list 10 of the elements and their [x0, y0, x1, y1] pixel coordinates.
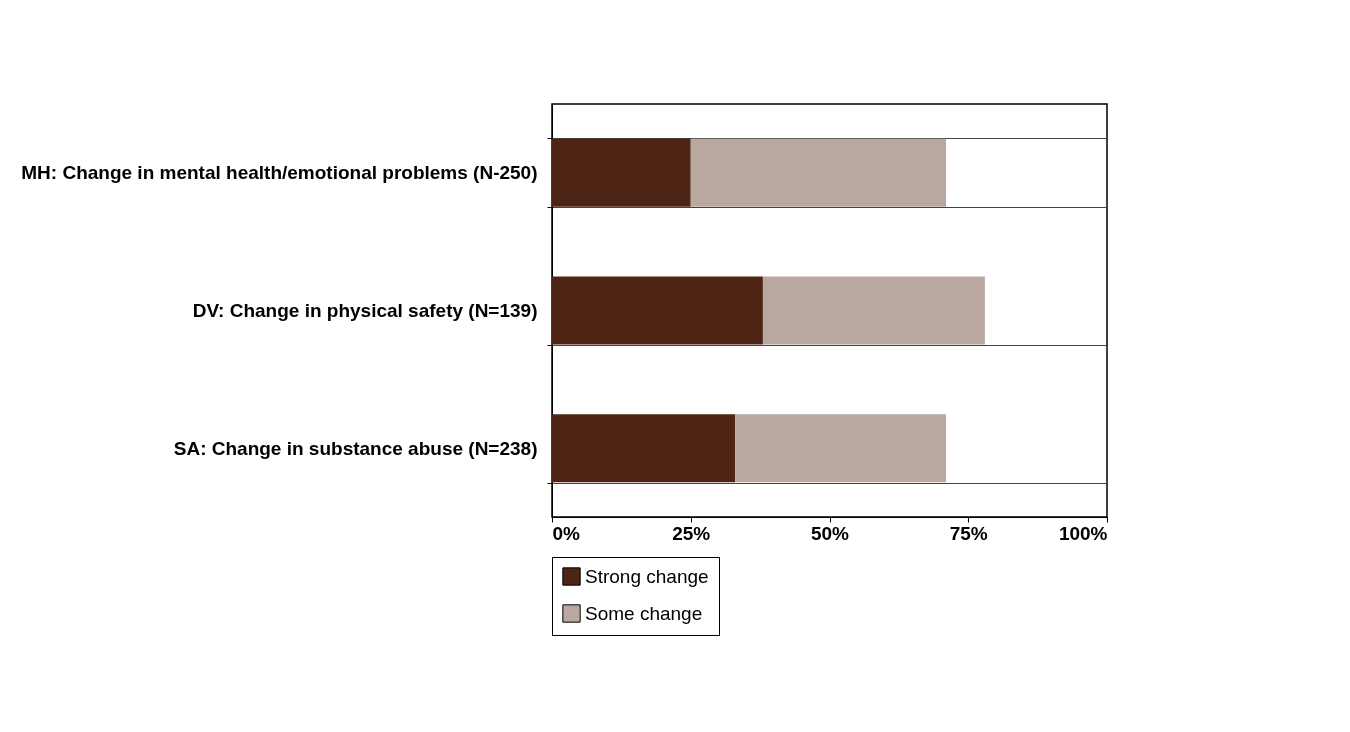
x-tick-label: 0% [552, 522, 581, 544]
x-tick-label: 50% [810, 522, 850, 544]
legend-label: Strong change [585, 565, 709, 587]
legend-label: Some change [585, 602, 703, 624]
x-tick-label: 75% [949, 522, 988, 544]
y-tick-label: DV: Change in physical safety (N=139) [192, 300, 538, 321]
x-tick-label: 25% [672, 522, 711, 544]
y-tick-label: MH: Change in mental health/emotional problems (N-250) [21, 162, 538, 184]
y-tick-label: SA: Change in substance abuse (N=238) [173, 437, 538, 459]
x-tick-label: 100% [1058, 522, 1108, 544]
